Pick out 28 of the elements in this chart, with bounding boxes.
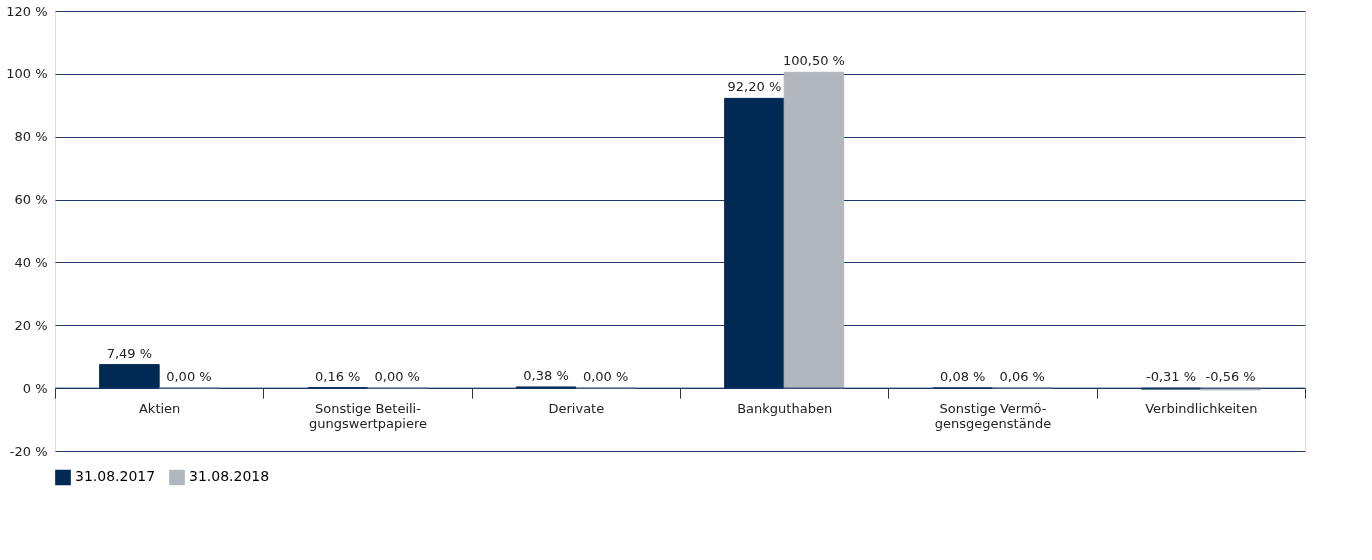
data-label: 0,00 %: [374, 369, 420, 385]
data-label: 0,00 %: [582, 369, 629, 385]
x-tick-label: Sonstige Vermö- gensgegenstände: [934, 400, 1052, 431]
y-tick-label: 60 %: [14, 192, 48, 208]
y-tick-label: -20 %: [9, 443, 48, 459]
y-tick-label: 120 %: [6, 3, 48, 19]
data-label: 92,20 %: [727, 79, 782, 95]
data-label: 100,50 %: [782, 53, 845, 69]
x-tick-label: Derivate: [548, 400, 605, 416]
data-label: -0,31 %: [1146, 369, 1197, 385]
x-tick-label: Bankguthaben: [737, 400, 833, 416]
data-label: 0,08 %: [940, 368, 986, 384]
data-label: 0,16 %: [315, 368, 361, 384]
data-label: 0,00 %: [166, 369, 212, 385]
legend-label: 31.08.2017: [75, 468, 156, 485]
x-tick-label: Aktien: [138, 400, 181, 416]
legend-label: 31.08.2018: [189, 468, 270, 485]
y-tick-label: 40 %: [14, 254, 48, 270]
y-tick-label: 20 %: [14, 317, 48, 333]
x-tick-label: Sonstige Beteili- gungswertpapiere: [309, 400, 427, 431]
x-tick-label: Verbindlichkeiten: [1145, 400, 1258, 416]
data-label: 7,49 %: [106, 345, 153, 361]
data-label: -0,56 %: [1205, 369, 1256, 385]
y-tick-label: 0 %: [22, 380, 48, 396]
data-label: 0,38 %: [523, 367, 569, 383]
data-label: 0,06 %: [999, 368, 1045, 384]
y-tick-label: 80 %: [14, 129, 48, 145]
y-tick-label: 100 %: [6, 66, 48, 82]
